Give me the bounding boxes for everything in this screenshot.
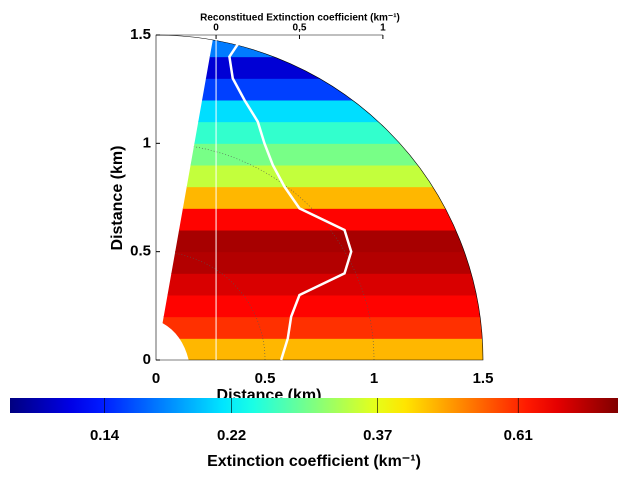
grid-arc [162,143,375,361]
x-tick-label: 0 [152,370,160,387]
grid-arc [162,251,266,361]
colorbar [10,398,618,413]
heatmap-band [162,186,483,209]
colorbar-title: Extinction coefficient (km⁻¹) [207,453,421,470]
colorbar-tick-label: 0.37 [363,427,392,444]
heatmap-band [162,229,483,253]
y-axis-title: Distance (km) [109,146,126,251]
x-tick-label: 1.5 [473,370,494,387]
colorbar-tick-label: 0.22 [217,427,246,444]
heatmap [162,39,483,361]
y-tick-label: 1 [143,134,151,151]
heatmap-band [162,77,483,101]
x-tick-label: 0.5 [255,370,276,387]
heatmap-band [162,294,483,318]
x2-tick-label: 0 [213,23,219,34]
outline [155,34,484,361]
y-tick-label: 0 [143,351,151,368]
colorbar-tick-label: 0.61 [504,427,533,444]
colorbar-tick-label: 0.14 [90,427,120,444]
x-tick-label: 1 [370,370,378,387]
heatmap-band [162,39,483,58]
heatmap-band [162,337,483,361]
heatmap-band [162,251,483,274]
x2-tick-label: 0,5 [293,23,307,34]
y-tick-label: 1.5 [130,26,151,43]
heatmap-band [162,142,483,166]
heatmap-band [162,316,483,339]
heatmap-band [162,56,483,79]
top-axis-title: Reconstitued Extinction coefficient (km⁻… [200,13,400,24]
profile-line [228,38,353,361]
x2-tick-label: 1 [380,23,386,34]
heatmap-band [162,121,483,144]
heatmap-band [162,164,483,188]
y-tick-label: 0.5 [130,243,151,260]
heatmap-band [162,99,483,123]
